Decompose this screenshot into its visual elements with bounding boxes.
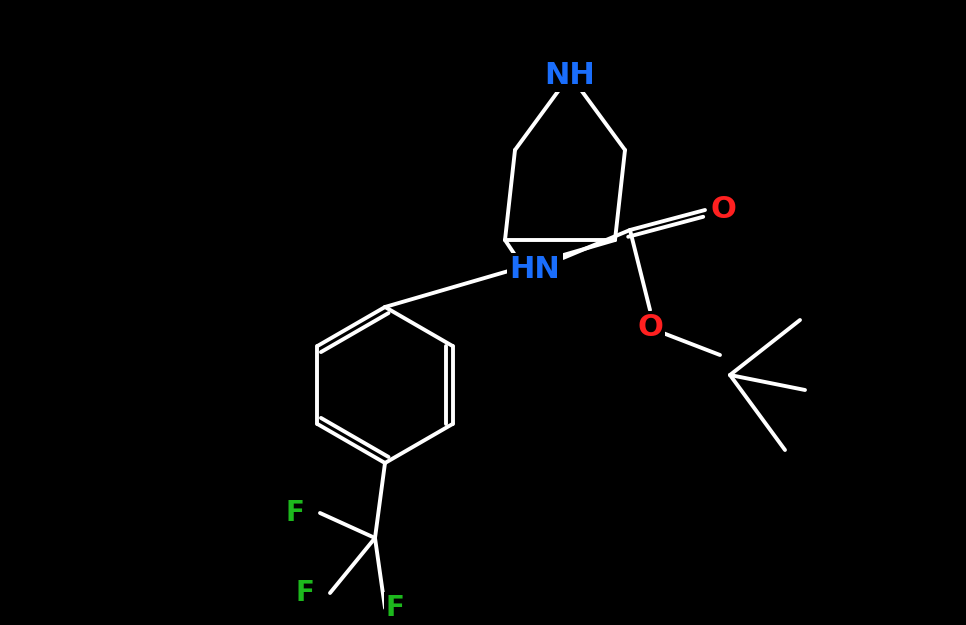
Text: F: F [385, 594, 405, 622]
Text: F: F [286, 499, 304, 527]
Text: O: O [710, 196, 736, 224]
Text: HN: HN [510, 256, 560, 284]
Text: O: O [637, 314, 663, 342]
Text: NH: NH [545, 61, 595, 89]
Text: F: F [296, 579, 315, 607]
